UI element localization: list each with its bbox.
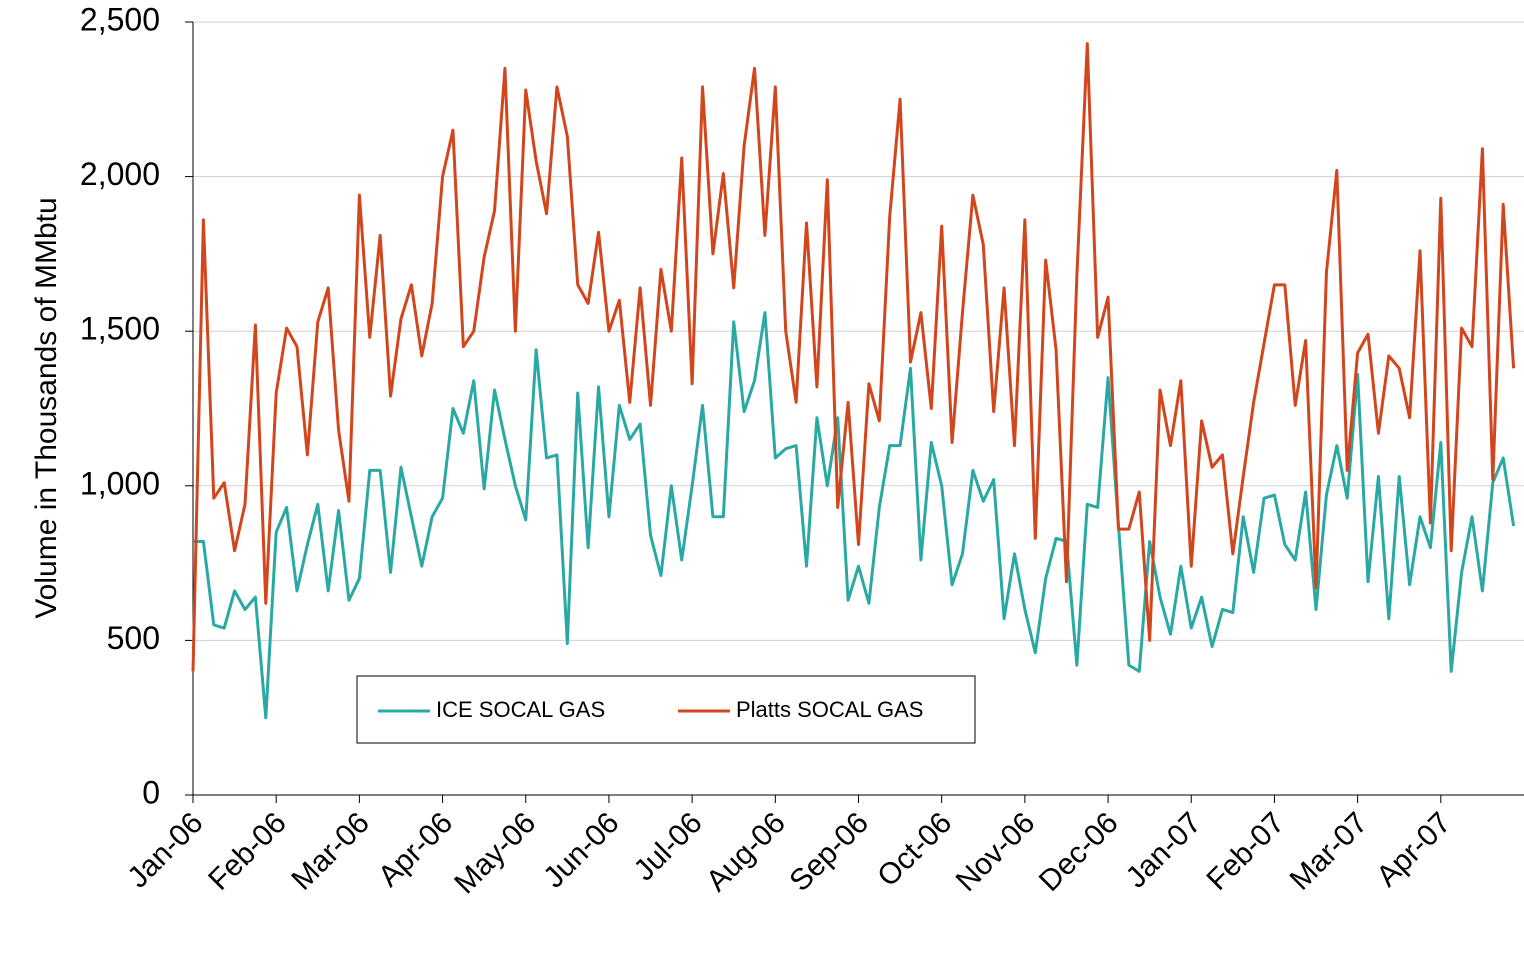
x-tick-label: Jan-06 [121,806,209,894]
x-tick-label: Sep-06 [783,806,875,898]
y-tick-label: 0 [142,774,160,810]
series-line [193,311,1516,720]
legend-box [356,675,976,744]
x-tick-label: Apr-07 [1370,806,1457,893]
x-tick-label: Jun-06 [537,806,625,894]
series-line [191,42,1516,672]
x-tick-label: Aug-06 [700,806,792,898]
x-tick-label: May-06 [448,806,542,900]
legend-label: Platts SOCAL GAS [736,697,923,722]
y-tick-label: 1,000 [80,465,160,501]
y-axis-title: Volume in Thousands of MMbtu [30,197,63,618]
x-tick-label: Jul-06 [628,806,709,887]
x-tick-label: Apr-06 [372,806,459,893]
x-tick-label: Feb-07 [1200,806,1291,897]
y-tick-label: 500 [107,620,160,656]
x-tick-label: Nov-06 [950,806,1042,898]
x-tick-label: Mar-07 [1284,806,1375,897]
x-tick-label: Feb-06 [202,806,293,897]
y-tick-label: 2,000 [80,156,160,192]
y-tick-label: 1,500 [80,311,160,347]
x-tick-label: Dec-06 [1033,806,1125,898]
legend-label: ICE SOCAL GAS [436,697,605,722]
x-tick-label: Mar-06 [285,806,376,897]
y-tick-label: 2,500 [80,1,160,37]
x-tick-label: Oct-06 [871,806,958,893]
x-tick-label: Jan-07 [1120,806,1208,894]
grid [193,21,1524,641]
